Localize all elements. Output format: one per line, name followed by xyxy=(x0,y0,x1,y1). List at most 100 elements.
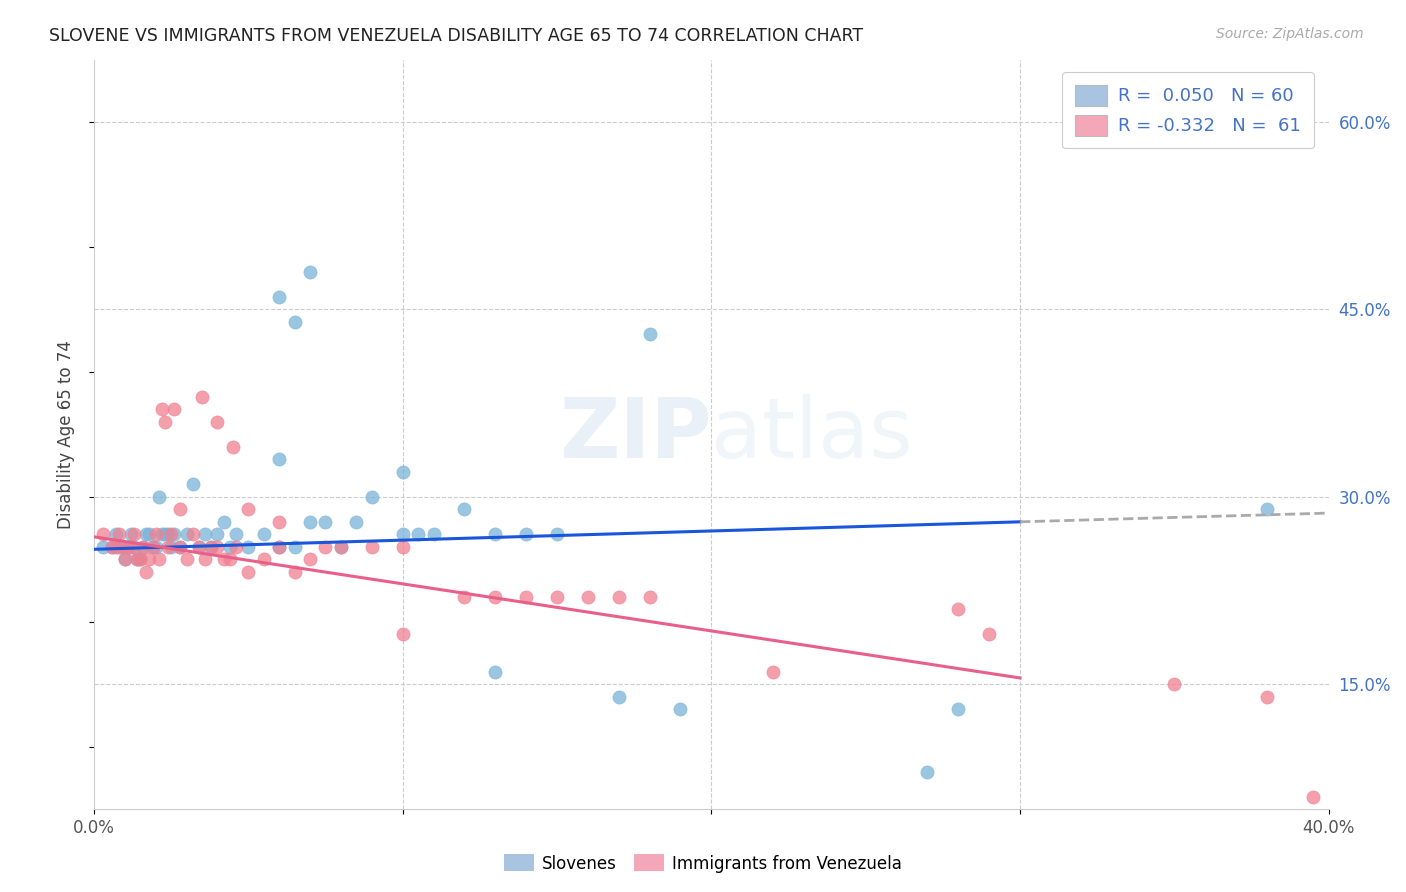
Point xyxy=(299,265,322,279)
Point xyxy=(576,590,599,604)
Legend: Slovenes, Immigrants from Venezuela: Slovenes, Immigrants from Venezuela xyxy=(498,847,908,880)
Point xyxy=(1302,789,1324,804)
Point xyxy=(153,527,176,541)
Point xyxy=(101,540,124,554)
Point xyxy=(1163,677,1185,691)
Point xyxy=(145,540,167,554)
Point xyxy=(638,590,661,604)
Point xyxy=(120,540,142,554)
Point xyxy=(107,540,129,554)
Point xyxy=(484,665,506,679)
Point xyxy=(607,690,630,704)
Point xyxy=(138,527,160,541)
Point xyxy=(225,527,247,541)
Text: atlas: atlas xyxy=(711,394,912,475)
Point xyxy=(360,540,382,554)
Point xyxy=(135,527,157,541)
Point xyxy=(150,402,173,417)
Point xyxy=(391,465,413,479)
Point xyxy=(314,515,336,529)
Point xyxy=(138,552,160,566)
Point xyxy=(253,527,276,541)
Point xyxy=(142,540,165,554)
Point xyxy=(207,540,229,554)
Point xyxy=(453,590,475,604)
Point xyxy=(176,552,198,566)
Point xyxy=(212,515,235,529)
Point xyxy=(194,552,217,566)
Point xyxy=(269,452,291,467)
Point xyxy=(212,552,235,566)
Point xyxy=(91,540,114,554)
Point xyxy=(163,402,186,417)
Point xyxy=(122,540,145,554)
Point xyxy=(135,565,157,579)
Point xyxy=(153,415,176,429)
Point xyxy=(948,602,970,616)
Point xyxy=(120,527,142,541)
Point xyxy=(169,502,191,516)
Point xyxy=(104,527,127,541)
Point xyxy=(150,527,173,541)
Point xyxy=(117,540,139,554)
Point xyxy=(191,390,214,404)
Point xyxy=(762,665,785,679)
Point xyxy=(145,527,167,541)
Point xyxy=(218,552,240,566)
Point xyxy=(238,502,260,516)
Point xyxy=(200,540,222,554)
Point xyxy=(169,540,191,554)
Point xyxy=(269,515,291,529)
Point xyxy=(127,552,149,566)
Point xyxy=(484,527,506,541)
Point xyxy=(607,590,630,604)
Point xyxy=(122,527,145,541)
Point xyxy=(360,490,382,504)
Point xyxy=(515,590,537,604)
Point xyxy=(284,540,307,554)
Point xyxy=(284,315,307,329)
Point xyxy=(546,527,568,541)
Point xyxy=(269,290,291,304)
Point xyxy=(129,552,152,566)
Point xyxy=(176,527,198,541)
Point xyxy=(142,540,165,554)
Point xyxy=(238,565,260,579)
Point xyxy=(160,527,183,541)
Point xyxy=(117,540,139,554)
Point xyxy=(187,540,209,554)
Point xyxy=(181,527,204,541)
Point xyxy=(101,540,124,554)
Point xyxy=(111,540,134,554)
Point xyxy=(157,540,180,554)
Point xyxy=(299,515,322,529)
Point xyxy=(314,540,336,554)
Point xyxy=(453,502,475,516)
Point xyxy=(225,540,247,554)
Point xyxy=(406,527,429,541)
Point xyxy=(104,540,127,554)
Point xyxy=(669,702,692,716)
Point xyxy=(129,552,152,566)
Point xyxy=(515,527,537,541)
Point xyxy=(200,540,222,554)
Point xyxy=(181,477,204,491)
Point xyxy=(284,565,307,579)
Point xyxy=(148,490,170,504)
Point xyxy=(114,552,136,566)
Point xyxy=(218,540,240,554)
Point xyxy=(329,540,352,554)
Point xyxy=(546,590,568,604)
Point xyxy=(299,552,322,566)
Point xyxy=(163,527,186,541)
Point xyxy=(111,540,134,554)
Point xyxy=(422,527,444,541)
Point xyxy=(979,627,1001,641)
Text: ZIP: ZIP xyxy=(558,394,711,475)
Point xyxy=(391,527,413,541)
Point xyxy=(194,527,217,541)
Point xyxy=(344,515,367,529)
Point xyxy=(391,627,413,641)
Point xyxy=(238,540,260,554)
Point xyxy=(638,327,661,342)
